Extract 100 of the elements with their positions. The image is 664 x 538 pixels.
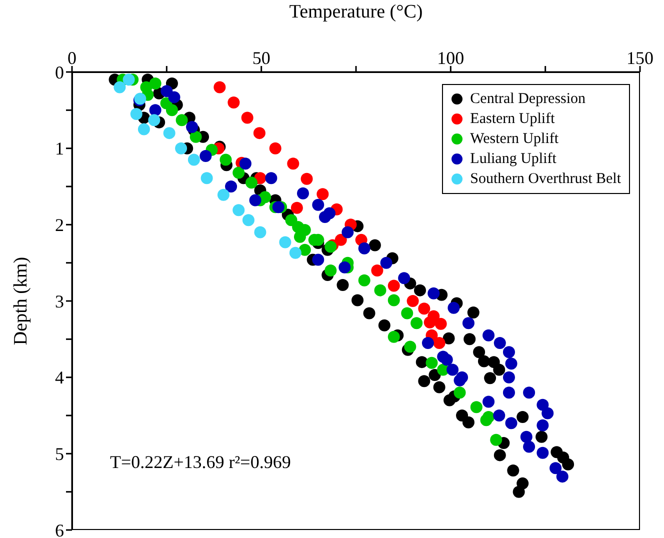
point <box>232 204 245 216</box>
point <box>188 154 200 166</box>
annotation: T=0.22Z+13.69 r²=0.969 <box>110 452 291 473</box>
point <box>225 180 238 192</box>
point <box>388 330 400 343</box>
y-axis-title: Depth (km) <box>10 256 32 346</box>
x-tick-label: 50 <box>252 48 270 68</box>
point <box>505 417 518 430</box>
point <box>296 187 309 200</box>
point <box>454 386 466 399</box>
point <box>437 350 450 363</box>
point <box>482 396 495 408</box>
point <box>542 407 554 420</box>
point <box>418 302 430 315</box>
legend-label: Eastern Uplift <box>470 110 555 128</box>
point <box>338 261 351 274</box>
legend-label: Southern Overthrust Belt <box>470 170 621 188</box>
legend-label: Luliang Uplift <box>470 150 556 168</box>
point <box>536 446 549 459</box>
y-tick-label: 6 <box>55 520 64 538</box>
point <box>502 386 515 399</box>
point <box>176 114 188 126</box>
point <box>254 226 266 238</box>
point <box>289 246 302 259</box>
point <box>482 329 495 342</box>
point <box>190 130 202 143</box>
point <box>520 430 532 443</box>
x-tick-label: 0 <box>68 48 76 68</box>
point <box>342 226 354 238</box>
point <box>298 244 311 256</box>
point <box>220 154 232 166</box>
point <box>249 194 262 206</box>
point <box>358 274 370 286</box>
point <box>160 85 173 98</box>
point <box>130 108 142 120</box>
point <box>166 104 178 116</box>
point <box>494 336 506 349</box>
point <box>312 198 324 211</box>
y-tick-label: 2 <box>55 215 64 236</box>
point <box>550 462 562 474</box>
point <box>523 386 536 399</box>
point <box>428 287 440 300</box>
point <box>324 264 337 276</box>
y-tick-label: 4 <box>55 368 64 388</box>
point <box>232 166 245 179</box>
point <box>424 316 436 328</box>
point <box>272 201 284 214</box>
point <box>536 419 549 432</box>
y-tick-label: 3 <box>55 291 64 312</box>
point <box>138 123 150 136</box>
point <box>448 302 460 314</box>
point <box>148 114 160 126</box>
point <box>404 340 416 353</box>
legend-label: Central Depression <box>470 90 586 108</box>
point <box>175 142 188 154</box>
point <box>456 371 468 384</box>
point <box>323 207 336 220</box>
point <box>242 214 254 226</box>
x-tick-label: 150 <box>626 48 654 68</box>
y-tick-label: 0 <box>55 62 64 82</box>
point <box>388 294 400 306</box>
point <box>265 172 278 184</box>
point <box>241 112 254 124</box>
point <box>406 295 419 307</box>
point <box>422 336 434 349</box>
point <box>398 272 410 284</box>
point <box>217 188 230 201</box>
point <box>434 318 447 330</box>
point <box>490 434 502 446</box>
point <box>433 336 446 349</box>
point <box>410 317 423 330</box>
point <box>380 256 392 269</box>
point <box>358 242 370 254</box>
point <box>269 142 282 154</box>
point <box>462 317 474 330</box>
point <box>200 150 212 162</box>
point <box>186 120 198 133</box>
point <box>505 358 518 370</box>
point <box>239 158 252 170</box>
point <box>401 307 414 320</box>
x-axis-title: Temperature (°C) <box>289 1 423 22</box>
point <box>122 74 135 86</box>
point <box>300 172 313 185</box>
x-tick-label: 100 <box>437 48 464 68</box>
point <box>312 254 324 266</box>
point <box>556 470 568 483</box>
point <box>316 188 329 200</box>
point <box>290 202 303 214</box>
point <box>446 364 459 376</box>
point <box>253 127 266 140</box>
point <box>371 264 384 276</box>
point <box>493 410 506 422</box>
point <box>502 346 515 358</box>
point <box>149 104 162 116</box>
point <box>228 96 240 109</box>
point <box>374 284 386 296</box>
point <box>502 371 515 384</box>
point <box>292 220 304 233</box>
point <box>480 414 492 426</box>
point <box>470 401 482 414</box>
